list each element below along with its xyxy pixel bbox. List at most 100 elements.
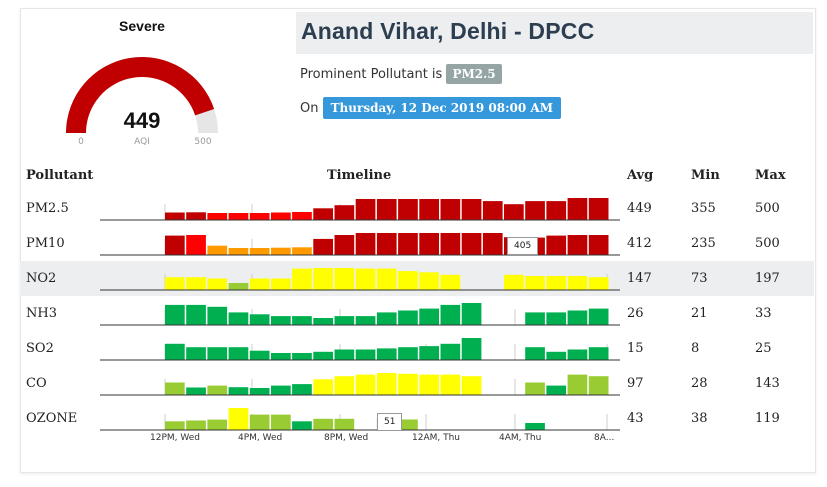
timeline-bar[interactable] — [376, 348, 397, 360]
timeline-bar[interactable] — [355, 316, 376, 325]
timeline-bar[interactable] — [525, 423, 545, 430]
timeline-bar[interactable] — [165, 212, 185, 221]
timeline-bar[interactable] — [419, 308, 439, 325]
timeline-bar[interactable] — [334, 316, 355, 325]
timeline-bar[interactable] — [588, 235, 609, 255]
timeline-bar[interactable] — [398, 199, 418, 220]
timeline-bar[interactable] — [588, 198, 609, 220]
timeline-bar[interactable] — [355, 349, 376, 361]
timeline-bar[interactable] — [207, 385, 228, 395]
timeline-bar[interactable] — [376, 312, 397, 325]
timeline-bar[interactable] — [588, 308, 609, 325]
timeline-bar[interactable] — [376, 373, 397, 395]
timeline-bar[interactable] — [334, 349, 355, 361]
timeline-bar[interactable] — [419, 233, 439, 255]
timeline-bar[interactable] — [271, 316, 291, 325]
timeline-bar[interactable] — [165, 277, 185, 290]
timeline-bar[interactable] — [398, 271, 418, 290]
timeline-bar[interactable] — [461, 376, 482, 395]
timeline-bar[interactable] — [525, 312, 545, 325]
timeline-bar[interactable] — [525, 382, 545, 396]
timeline-bar[interactable] — [249, 213, 270, 220]
timeline-bar[interactable] — [440, 199, 461, 220]
timeline-bar[interactable] — [376, 233, 397, 255]
timeline-bar[interactable] — [249, 414, 270, 430]
timeline-bar[interactable] — [249, 388, 270, 395]
timeline-bar[interactable] — [228, 408, 249, 430]
timeline-bar[interactable] — [186, 387, 206, 396]
timeline-bar[interactable] — [546, 385, 567, 395]
timeline-bar[interactable] — [292, 268, 312, 290]
timeline-bar[interactable] — [504, 204, 524, 220]
timeline-bar[interactable] — [186, 420, 206, 431]
timeline-bar[interactable] — [419, 374, 439, 395]
timeline-bar[interactable] — [525, 276, 545, 290]
timeline-bar[interactable] — [271, 278, 291, 291]
timeline-bar[interactable] — [334, 235, 355, 255]
timeline-bar[interactable] — [355, 374, 376, 395]
timeline-bar[interactable] — [334, 376, 355, 395]
timeline-bar[interactable] — [546, 351, 567, 360]
timeline-bar[interactable] — [186, 235, 206, 255]
timeline-bar[interactable] — [165, 304, 185, 325]
timeline-bar[interactable] — [292, 212, 312, 220]
timeline-bar[interactable] — [461, 233, 482, 255]
timeline-bar[interactable] — [165, 421, 185, 430]
timeline-bar[interactable] — [313, 208, 333, 220]
timeline-bar[interactable] — [398, 419, 418, 431]
timeline-bar[interactable] — [398, 233, 418, 255]
timeline-bar[interactable] — [207, 213, 228, 220]
timeline-bar[interactable] — [186, 347, 206, 360]
timeline-bar[interactable] — [355, 233, 376, 255]
timeline-bar[interactable] — [271, 353, 291, 360]
timeline-bar[interactable] — [461, 303, 482, 325]
timeline-bar[interactable] — [419, 272, 439, 290]
timeline-bar[interactable] — [567, 198, 588, 220]
timeline-bar[interactable] — [207, 347, 228, 360]
timeline-bar[interactable] — [376, 199, 397, 220]
timeline-bar[interactable] — [186, 304, 206, 325]
timeline-bar[interactable] — [419, 199, 439, 220]
timeline-bar[interactable] — [567, 310, 588, 326]
timeline-bar[interactable] — [292, 421, 312, 430]
timeline-bar[interactable] — [292, 247, 312, 255]
timeline-bar[interactable] — [228, 283, 249, 290]
timeline-bar[interactable] — [228, 312, 249, 325]
timeline-bar[interactable] — [440, 304, 461, 325]
timeline-bar[interactable] — [271, 414, 291, 430]
timeline-bar[interactable] — [249, 314, 270, 326]
timeline-bar[interactable] — [165, 235, 185, 255]
timeline-bar[interactable] — [207, 245, 228, 255]
timeline-bar[interactable] — [461, 199, 482, 220]
timeline-bar[interactable] — [567, 374, 588, 395]
timeline-bar[interactable] — [440, 374, 461, 395]
timeline-bar[interactable] — [313, 238, 333, 255]
timeline-bar[interactable] — [546, 235, 567, 255]
timeline-bar[interactable] — [440, 343, 461, 360]
timeline-bar[interactable] — [567, 349, 588, 361]
timeline-bar[interactable] — [292, 316, 312, 325]
timeline-bar[interactable] — [504, 274, 524, 290]
timeline-bar[interactable] — [588, 277, 609, 290]
timeline-bar[interactable] — [334, 418, 355, 430]
timeline-bar[interactable] — [165, 382, 185, 396]
timeline-bar[interactable] — [313, 351, 333, 360]
timeline-bar[interactable] — [228, 248, 249, 255]
timeline-bar[interactable] — [588, 347, 609, 360]
timeline-bar[interactable] — [567, 235, 588, 255]
timeline-bar[interactable] — [228, 347, 249, 360]
timeline-bar[interactable] — [525, 201, 545, 220]
timeline-bar[interactable] — [271, 247, 291, 255]
timeline-bar[interactable] — [292, 353, 312, 360]
timeline-bar[interactable] — [355, 268, 376, 290]
timeline-bar[interactable] — [228, 213, 249, 220]
timeline-bar[interactable] — [546, 276, 567, 290]
timeline-bar[interactable] — [313, 418, 333, 430]
timeline-bar[interactable] — [313, 268, 333, 290]
timeline-bar[interactable] — [398, 310, 418, 326]
timeline-bar[interactable] — [249, 248, 270, 255]
timeline-bar[interactable] — [292, 384, 312, 395]
timeline-bar[interactable] — [567, 276, 588, 290]
timeline-bar[interactable] — [186, 277, 206, 290]
timeline-bar[interactable] — [398, 347, 418, 360]
